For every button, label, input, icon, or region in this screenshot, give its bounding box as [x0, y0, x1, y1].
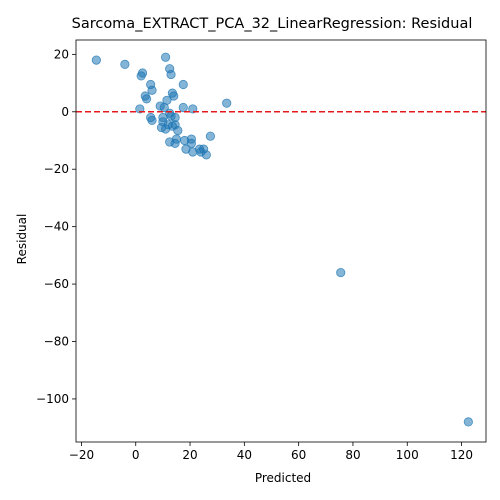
y-tick-label: −100 — [36, 392, 69, 406]
data-point — [205, 131, 216, 141]
data-point — [170, 138, 180, 148]
x-tick-label: 80 — [345, 448, 360, 462]
data-point — [169, 91, 179, 101]
data-point — [161, 52, 171, 62]
plot-frame — [75, 39, 487, 443]
data-point — [141, 94, 152, 104]
data-point — [188, 104, 198, 114]
x-tick-label: 40 — [237, 448, 252, 462]
y-tick-label: −40 — [44, 220, 69, 234]
x-tick-label: 0 — [132, 448, 140, 462]
data-point — [336, 267, 346, 278]
y-tick-label: 20 — [54, 47, 69, 61]
x-tick-label: 60 — [291, 448, 306, 462]
data-point — [201, 150, 211, 160]
data-point — [222, 98, 232, 108]
y-tick-label: −20 — [44, 162, 69, 176]
x-axis: −20 0 20 40 60 80 100 120 — [69, 442, 473, 462]
data-point — [159, 102, 169, 113]
data-point — [188, 147, 198, 157]
chart-title: Sarcoma_EXTRACT_PCA_32_LinearRegression:… — [72, 16, 473, 32]
data-point — [135, 104, 145, 114]
x-tick-label: −20 — [69, 448, 94, 462]
y-tick-label: −60 — [44, 277, 69, 291]
data-point — [91, 55, 101, 65]
x-tick-label: 120 — [450, 448, 473, 462]
data-point — [136, 71, 146, 81]
x-axis-label: Predicted — [255, 471, 311, 485]
points-layer — [91, 52, 473, 427]
y-axis-label: Residual — [15, 214, 29, 265]
data-point — [178, 102, 188, 113]
y-tick-label: −80 — [44, 335, 69, 349]
data-point — [147, 85, 157, 95]
x-tick-label: 20 — [182, 448, 197, 462]
y-tick-label: 0 — [61, 105, 69, 119]
data-point — [166, 69, 176, 80]
data-point — [186, 138, 196, 148]
data-point — [463, 417, 473, 427]
data-point — [161, 124, 171, 134]
data-point — [120, 59, 130, 70]
x-tick-label: 100 — [396, 448, 419, 462]
y-axis: 20 0 −20 −40 −60 −80 −100 — [36, 47, 76, 406]
data-point — [178, 79, 188, 90]
data-point — [147, 115, 157, 126]
data-point — [173, 125, 183, 136]
